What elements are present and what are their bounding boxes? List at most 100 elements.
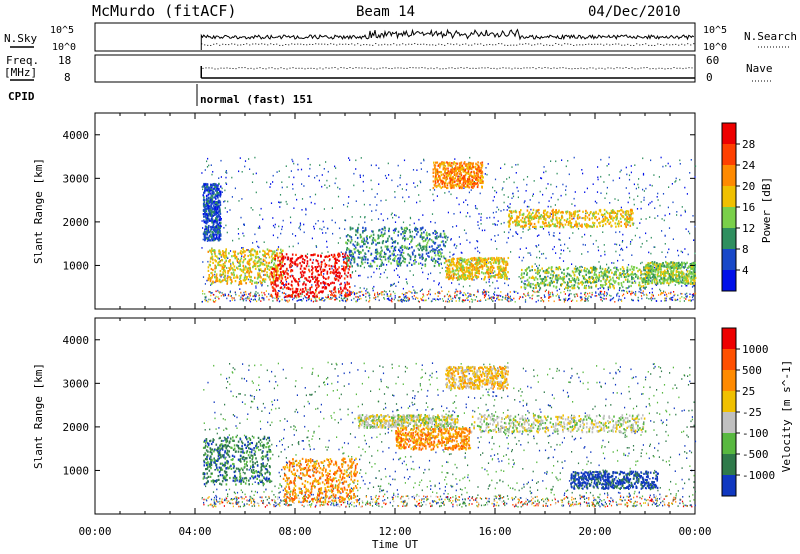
echo-point [354, 246, 357, 249]
echo-point [418, 262, 420, 265]
echo-point [227, 257, 229, 259]
echo-point [679, 159, 681, 162]
echo-point [338, 259, 340, 262]
echo-point [403, 159, 406, 162]
echo-point [453, 186, 455, 189]
echo-point [259, 214, 261, 216]
echo-point [295, 253, 297, 256]
nsearch-point [291, 43, 293, 45]
echo-point [397, 242, 399, 245]
echo-point [444, 241, 447, 244]
echo-point [459, 166, 461, 169]
echo-point [480, 223, 482, 225]
echo-point [494, 240, 496, 242]
echo-point [419, 227, 422, 229]
echo-point [413, 295, 415, 297]
echo-point [434, 171, 437, 174]
echo-point [248, 274, 250, 277]
echo-point [268, 249, 271, 252]
echo-point [301, 198, 304, 200]
echo-point [311, 272, 313, 276]
echo-point [464, 274, 467, 277]
echo-point [679, 297, 681, 300]
echo-point [458, 300, 460, 302]
echo-point [492, 211, 494, 214]
echo-point [655, 284, 658, 286]
echo-point [388, 229, 390, 233]
echo-point [407, 247, 410, 250]
echo-point [681, 285, 683, 287]
echo-point [346, 256, 349, 259]
echo-point [314, 176, 316, 179]
nsearch-point [489, 43, 491, 45]
echo-point [206, 204, 209, 207]
echo-point [636, 208, 639, 210]
nave-point [340, 67, 342, 69]
echo-point [349, 253, 351, 256]
echo-point [507, 299, 509, 302]
echo-point [529, 252, 531, 254]
echo-point [585, 212, 587, 215]
nave-point [496, 68, 498, 70]
nave-point [577, 68, 579, 70]
echo-point [402, 221, 405, 224]
echo-point [477, 240, 479, 243]
echo-point [202, 209, 205, 212]
echo-point [219, 211, 221, 214]
nsearch-point [666, 43, 668, 45]
echo-point [349, 265, 351, 268]
echo-point [243, 266, 245, 270]
echo-point [446, 171, 448, 175]
echo-point [329, 290, 331, 292]
echo-point [301, 270, 304, 273]
echo-point [239, 298, 241, 301]
echo-point [493, 292, 495, 295]
echo-point [211, 271, 213, 275]
echo-point [259, 269, 261, 271]
echo-point [608, 163, 610, 165]
echo-point [424, 229, 426, 231]
echo-point [580, 297, 582, 299]
echo-point [438, 174, 440, 178]
echo-point [427, 251, 430, 254]
echo-point [214, 276, 216, 279]
echo-point [226, 279, 229, 282]
echo-point [417, 243, 419, 247]
echo-point [395, 255, 397, 258]
echo-point [551, 291, 553, 294]
echo-point [242, 248, 244, 251]
echo-point [478, 262, 480, 265]
echo-point [224, 207, 226, 209]
echo-point [246, 271, 248, 274]
nsearch-point [465, 43, 467, 45]
echo-point [356, 263, 359, 266]
echo-point [264, 259, 266, 262]
echo-point [560, 291, 562, 294]
echo-point [459, 268, 462, 271]
echo-point [449, 183, 452, 186]
echo-point [210, 226, 213, 229]
echo-point [457, 166, 459, 169]
echo-point [207, 260, 209, 263]
echo-point [497, 276, 500, 279]
echo-point [378, 241, 381, 244]
echo-point [428, 245, 431, 248]
echo-point [483, 294, 486, 297]
echo-point [325, 232, 327, 234]
echo-point [229, 278, 232, 281]
nave-point [241, 67, 243, 69]
echo-point [602, 275, 604, 277]
echo-point [219, 231, 221, 234]
echo-point [279, 206, 281, 208]
echo-point [322, 286, 325, 289]
echo-point [404, 239, 406, 242]
echo-point [357, 298, 359, 301]
echo-point [474, 165, 477, 168]
echo-point [297, 263, 299, 266]
echo-point [635, 187, 637, 190]
echo-point [296, 288, 299, 291]
echo-point [274, 226, 276, 229]
echo-point [219, 221, 221, 224]
echo-point [238, 265, 240, 267]
echo-point [469, 272, 472, 276]
